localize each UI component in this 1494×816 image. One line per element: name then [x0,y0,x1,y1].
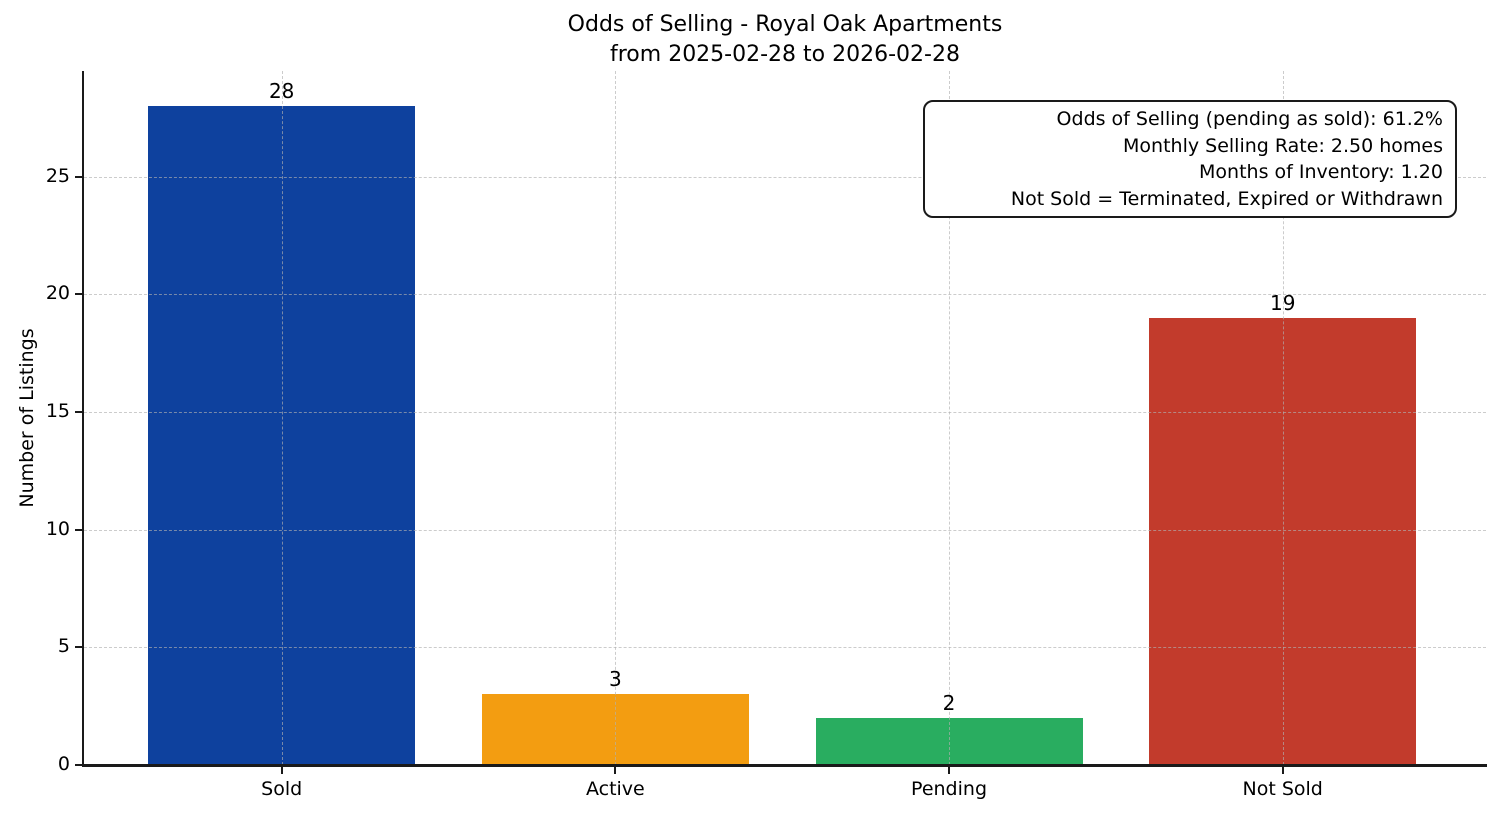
y-tick-label: 10 [45,517,70,540]
bar-value-label: 19 [1269,291,1296,316]
x-axis-spine [82,764,1487,767]
y-tick-mark [75,411,83,414]
plot-area: 28 3 2 19 [84,71,1486,765]
chart-title-block: Odds of Selling - Royal Oak Apartments f… [84,10,1486,70]
y-tick-label: 5 [57,635,70,658]
chart-subtitle: from 2025-02-28 to 2026-02-28 [610,42,960,67]
y-gridline [84,412,1486,414]
y-axis-spine [82,71,84,765]
y-gridline [84,294,1486,296]
y-tick-label: 0 [57,753,70,775]
annotation-line: Months of Inventory: 1.20 [1199,161,1443,183]
annotation-line: Monthly Selling Rate: 2.50 homes [1123,134,1443,157]
y-tick-label: 20 [45,282,70,305]
y-tick-mark [75,175,83,178]
bar-value-label: 28 [268,79,295,104]
y-tick-mark [75,528,83,531]
y-tick-mark [75,646,83,649]
y-tick-mark [75,293,83,296]
x-tick-label: Active [585,778,645,800]
x-gridline [281,71,283,765]
x-tick-mark [614,766,617,774]
x-tick-mark [948,766,951,774]
chart-title: Odds of Selling - Royal Oak Apartments [567,12,1003,37]
y-tick-mark [75,764,83,766]
y-gridline [84,176,1486,178]
annotation-line: Odds of Selling (pending as sold): 61.2% [1056,108,1443,130]
x-tick-mark [280,766,283,774]
x-gridline [949,71,951,765]
stats-annotation-box: Odds of Selling (pending as sold): 61.2%… [923,100,1457,218]
y-gridline [84,529,1486,531]
y-tick-label: 25 [45,164,70,187]
bar-value-label: 3 [608,667,622,692]
x-tick-label: Not Sold [1242,778,1323,800]
bar-value-label: 2 [942,690,956,715]
y-tick-label: 15 [45,400,70,423]
y-gridline [84,647,1486,649]
annotation-line: Not Sold = Terminated, Expired or Withdr… [1010,187,1443,210]
x-gridline [1282,71,1284,765]
x-tick-label: Sold [261,778,303,800]
x-tick-mark [1281,766,1284,774]
x-tick-label: Pending [911,778,988,800]
x-gridline [615,71,617,765]
